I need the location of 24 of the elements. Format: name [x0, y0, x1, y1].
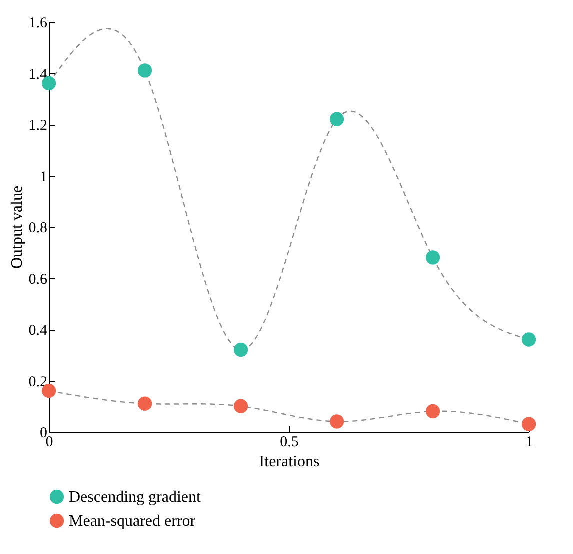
y-tick-label: 0.6: [28, 272, 48, 288]
y-tick-label: 0.4: [28, 323, 48, 339]
legend-label: Mean-squared error: [69, 513, 196, 530]
y-tick-label: 0.8: [28, 220, 48, 236]
y-tick-label: 1.2: [28, 118, 48, 134]
x-axis-title: Iterations: [259, 454, 320, 470]
x-tick-label: 1: [526, 434, 534, 450]
legend-label: Descending gradient: [69, 489, 202, 506]
point: [426, 404, 440, 419]
point: [330, 414, 344, 429]
point: [426, 250, 440, 265]
point: [234, 342, 248, 358]
y-tick-label: 1.4: [28, 66, 48, 83]
point: [330, 112, 344, 126]
x-tick-label: 0.5: [280, 434, 299, 450]
y-tick-label: 1.6: [28, 16, 48, 32]
point: [138, 396, 152, 411]
point: [522, 417, 536, 432]
point: [522, 332, 536, 347]
y-tick-label: 1: [40, 169, 48, 186]
point: [234, 399, 248, 414]
point: [138, 64, 152, 78]
y-tick-label: 0.2: [28, 374, 48, 390]
y-axis-title: Output value: [8, 186, 26, 270]
